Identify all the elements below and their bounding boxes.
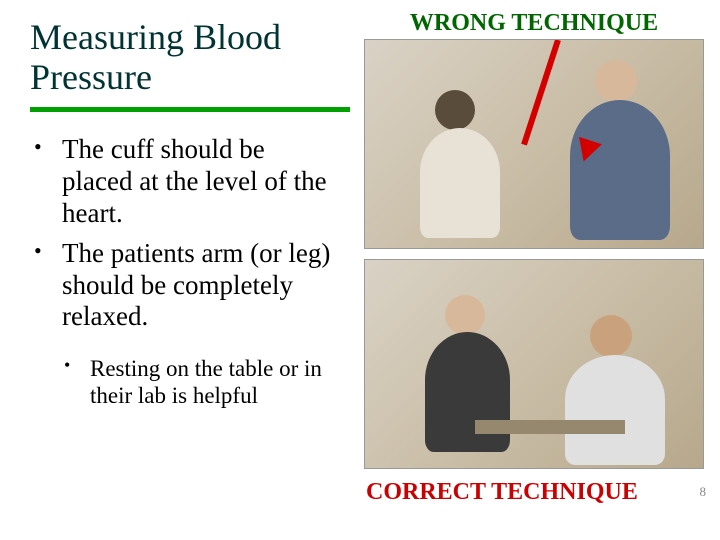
image-correct-technique [364, 259, 704, 469]
left-column: Measuring Blood Pressure The cuff should… [0, 0, 350, 540]
label-correct-technique: CORRECT TECHNIQUE [366, 479, 712, 506]
image-wrong-technique [364, 39, 704, 249]
title-underline [30, 107, 350, 112]
sub-bullet-list: Resting on the table or in their lab is … [62, 355, 340, 409]
right-column: WRONG TECHNIQUE CORRECT TECHNIQUE 8 [350, 0, 720, 540]
slide: Measuring Blood Pressure The cuff should… [0, 0, 720, 540]
bullet-text: The cuff should be placed at the level o… [62, 134, 327, 228]
slide-title: Measuring Blood Pressure [30, 18, 340, 97]
bullet-item: The cuff should be placed at the level o… [30, 134, 340, 230]
sub-bullet-text: Resting on the table or in their lab is … [90, 356, 322, 408]
bullet-item: The patients arm (or leg) should be comp… [30, 238, 340, 410]
bullet-list: The cuff should be placed at the level o… [30, 134, 340, 409]
page-number: 8 [700, 484, 707, 500]
sub-bullet-item: Resting on the table or in their lab is … [62, 355, 340, 409]
bullet-text: The patients arm (or leg) should be comp… [62, 238, 330, 332]
label-wrong-technique: WRONG TECHNIQUE [356, 10, 712, 37]
